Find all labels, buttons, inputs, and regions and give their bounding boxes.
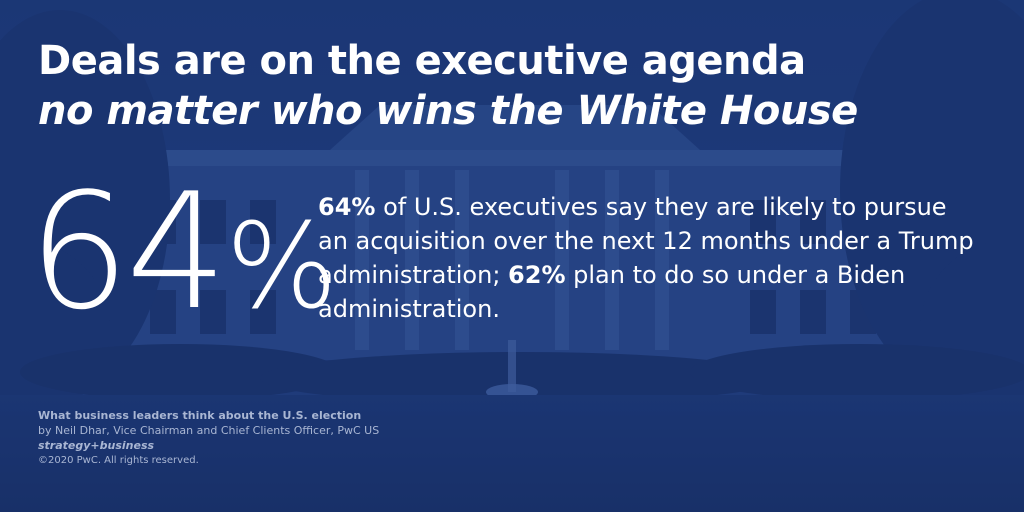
publication-name: strategy+business bbox=[38, 439, 155, 452]
headline-line-1: Deals are on the executive agenda bbox=[38, 38, 806, 84]
source-credits: What business leaders think about the U.… bbox=[38, 408, 379, 468]
source-article-title: What business leaders think about the U.… bbox=[38, 409, 362, 422]
big-statistic-number: 64 bbox=[28, 158, 228, 345]
headline: Deals are on the executive agenda no mat… bbox=[38, 36, 998, 136]
trump-percentage: 64% bbox=[318, 193, 376, 221]
copyright-notice: ©2020 PwC. All rights reserved. bbox=[38, 455, 199, 466]
source-author: by Neil Dhar, Vice Chairman and Chief Cl… bbox=[38, 424, 380, 437]
biden-percentage: 62% bbox=[508, 261, 566, 289]
headline-line-2: no matter who wins the White House bbox=[38, 88, 858, 134]
statistic-description: 64% of U.S. executives say they are like… bbox=[318, 190, 978, 326]
big-statistic-percent-sign: % bbox=[225, 197, 338, 335]
description-part-2: plan to do so under a Biden administrati… bbox=[318, 261, 906, 323]
big-statistic: 64% bbox=[28, 162, 338, 356]
description-part-1: of U.S. executives say they are likely t… bbox=[318, 193, 974, 289]
